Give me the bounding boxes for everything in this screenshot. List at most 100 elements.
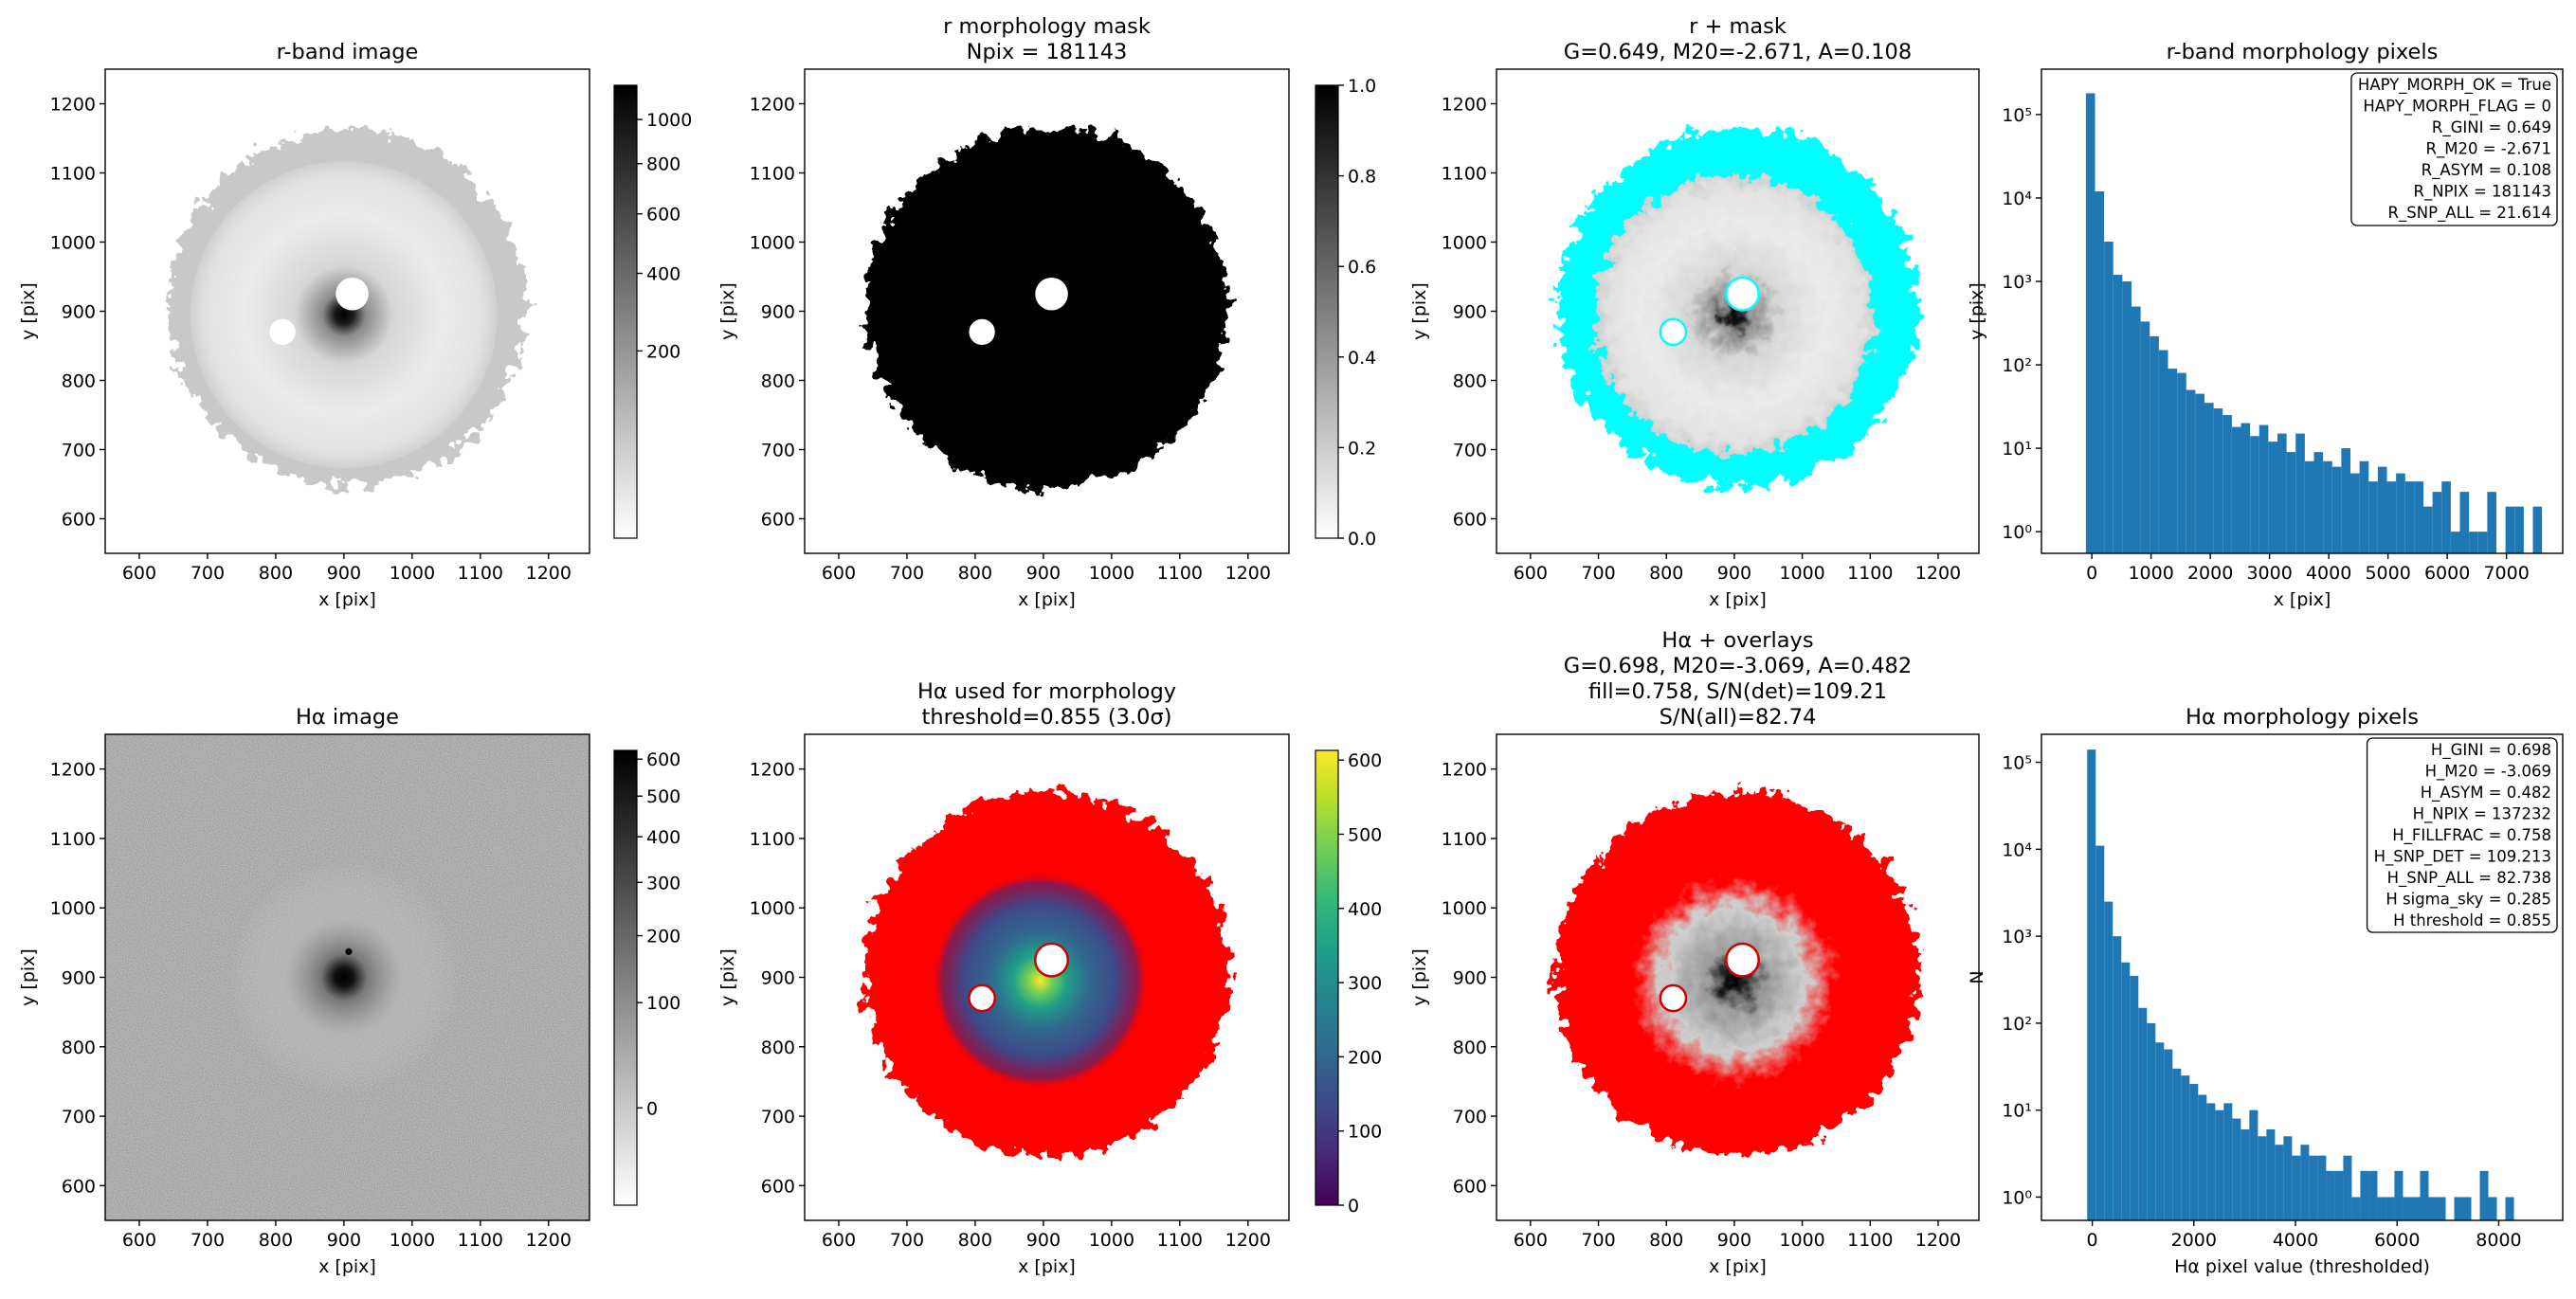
plot-area [168, 129, 527, 487]
x-axis-label: x [pix] [318, 1256, 376, 1277]
bar [2215, 1110, 2224, 1220]
masked-source [269, 318, 296, 346]
bar [2206, 1103, 2216, 1220]
y-axis-label: y [pix] [18, 282, 39, 340]
annotation-line: HAPY_MORPH_OK = True [2358, 76, 2551, 95]
y-tick-label: 10² [2002, 1014, 2032, 1035]
axes-frame [2041, 68, 2564, 554]
y-tick-label: 700 [62, 441, 96, 461]
y-tick-label: 10⁵ [2002, 105, 2032, 126]
x-tick-label: 1200 [526, 563, 571, 584]
bar [2300, 1145, 2310, 1220]
y-tick-label: 10⁵ [2002, 753, 2032, 774]
chart-title: Npix = 181143 [967, 40, 1128, 64]
colorbar-tick-label: 0.2 [1348, 438, 1376, 459]
x-tick-label: 900 [1717, 1230, 1751, 1251]
x-axis-label: x [pix] [1018, 1256, 1076, 1277]
y-tick-label: 700 [761, 441, 795, 461]
bar [2268, 442, 2277, 553]
annotation-line: H_NPIX = 137232 [2413, 805, 2551, 824]
bar [2259, 424, 2269, 553]
bar [2087, 749, 2096, 1220]
y-tick-label: 1200 [750, 95, 795, 116]
colorbar-tick-label: 600 [646, 205, 680, 226]
x-tick-label: 900 [1026, 1230, 1061, 1251]
y-tick-label: 600 [1453, 510, 1487, 531]
emission-core [1594, 175, 1874, 455]
y-tick-label: 1200 [50, 95, 96, 116]
bar [2223, 1103, 2233, 1220]
y-axis-label: y [pix] [18, 948, 39, 1006]
halpha-core [931, 872, 1150, 1091]
x-tick-label: 4000 [2273, 1230, 2318, 1251]
point-source [345, 947, 353, 955]
y-tick-label: 900 [62, 302, 96, 323]
bar [2420, 1170, 2429, 1220]
x-tick-label: 0 [2086, 563, 2097, 584]
x-tick-label: 8000 [2476, 1230, 2521, 1251]
x-tick-label: 7000 [2483, 563, 2529, 584]
plot-area [865, 127, 1228, 489]
bar [2441, 481, 2451, 553]
bar [2138, 1007, 2148, 1220]
x-tick-label: 700 [190, 563, 225, 584]
bar [2428, 1197, 2438, 1220]
annotation-line: R_ASYM = 0.108 [2422, 161, 2551, 180]
annotation-line: H_FILLFRAC = 0.758 [2392, 826, 2551, 845]
bar [2309, 1155, 2318, 1220]
y-tick-label: 1000 [1442, 898, 1487, 919]
colorbar-tick-label: 0.0 [1348, 529, 1376, 550]
bar [2155, 1042, 2165, 1220]
x-tick-label: 900 [1026, 563, 1061, 584]
bar [2158, 350, 2168, 553]
colorbar-tick-label: 0.8 [1348, 167, 1376, 188]
x-tick-label: 1100 [1847, 1230, 1893, 1251]
x-tick-label: 1100 [1847, 563, 1893, 584]
annotation-line: H sigma_sky = 0.285 [2386, 891, 2551, 910]
colorbar-tick-label: 200 [646, 341, 680, 362]
y-tick-label: 1100 [1442, 164, 1487, 185]
colorbar-tick-label: 500 [646, 786, 680, 807]
bar [2195, 393, 2204, 553]
bar [2462, 1197, 2472, 1220]
chart-title: S/N(all)=82.74 [1660, 705, 1817, 730]
bar [2437, 1197, 2446, 1220]
colorbar-tick-label: 400 [646, 264, 680, 285]
masked-source [336, 277, 369, 311]
emission-core [190, 161, 498, 469]
y-tick-label: 900 [761, 302, 795, 323]
chart-title: Hα morphology pixels [2186, 705, 2419, 730]
y-tick-label: 1000 [750, 233, 795, 254]
colorbar-tick-label: 100 [646, 993, 680, 1014]
colorbar-tick-label: 100 [1348, 1122, 1382, 1143]
y-tick-label: 10⁴ [2002, 839, 2032, 860]
y-tick-label: 800 [761, 371, 795, 392]
bar [2477, 532, 2488, 553]
bar [2186, 389, 2196, 553]
bar [2423, 506, 2433, 553]
colorbar-tick-label: 200 [1348, 1047, 1382, 1068]
annotation-line: R_M20 = -2.671 [2426, 140, 2551, 159]
bar [2394, 1170, 2404, 1220]
bar [2377, 1197, 2386, 1220]
x-tick-label: 800 [259, 1230, 293, 1251]
x-tick-label: 700 [1581, 563, 1615, 584]
x-tick-label: 1200 [1225, 563, 1271, 584]
x-tick-label: 800 [958, 563, 992, 584]
colorbar [613, 84, 638, 539]
bar [2181, 1075, 2190, 1220]
annotation-line: H_SNP_DET = 109.213 [2374, 848, 2551, 867]
x-tick-label: 900 [327, 563, 361, 584]
bar [2095, 845, 2105, 1220]
chart-title: r morphology mask [943, 14, 1151, 39]
bar [2403, 1197, 2412, 1220]
annotation-line: H_ASYM = 0.482 [2421, 784, 2551, 803]
x-tick-label: 700 [890, 1230, 924, 1251]
bar [2240, 1129, 2250, 1220]
annotation-line: HAPY_MORPH_FLAG = 0 [2363, 98, 2551, 117]
colorbar-tick-label: 600 [1348, 750, 1382, 771]
bar [2404, 481, 2415, 553]
bar [2479, 1170, 2489, 1220]
bar [2377, 466, 2387, 553]
